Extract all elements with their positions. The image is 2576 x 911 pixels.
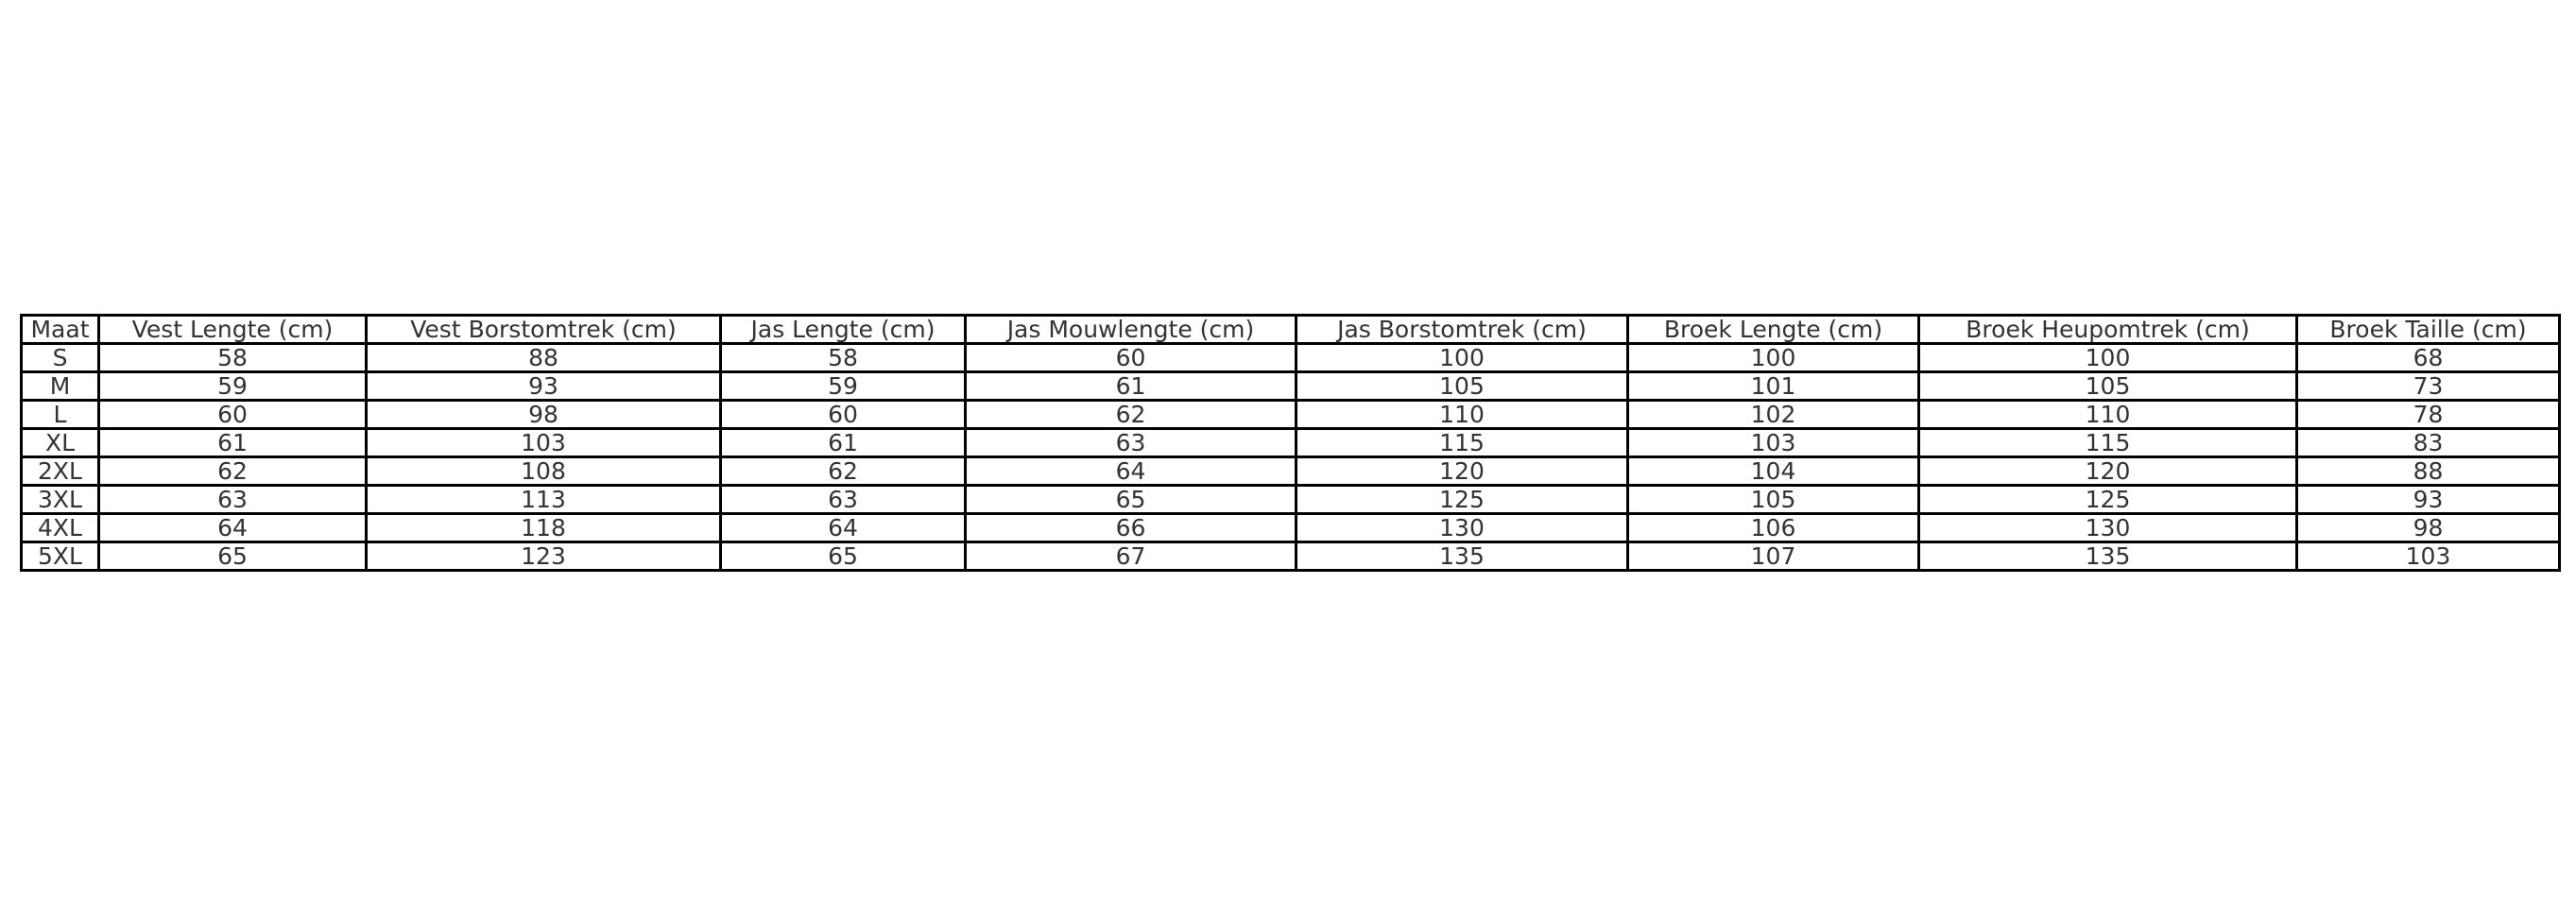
table-cell: 130 [1917,512,2298,543]
table-cell: 88 [365,342,722,373]
table-cell: 100 [1917,342,2298,373]
table-cell: 115 [1917,427,2298,458]
size-chart-table: Maat Vest Lengte (cm) Vest Borstomtrek (cm… [20,314,2561,572]
table-cell: 65 [719,541,967,572]
table-cell: 103 [365,427,722,458]
table-cell: 103 [2295,541,2561,572]
header-row: Maat Vest Lengte (cm) Vest Borstomtrek (cm… [20,314,2561,345]
table-cell: 103 [1626,427,1920,458]
table-cell: 61 [964,370,1297,402]
table-cell: 62 [964,399,1297,430]
table-cell: 110 [1295,399,1629,430]
table-cell: 83 [2295,427,2561,458]
table-row: 3XL 63 113 63 65 125 105 125 93 [20,484,2561,515]
table-cell: 135 [1917,541,2298,572]
table-cell: 105 [1295,370,1629,402]
table-cell: 123 [365,541,722,572]
table-cell: 67 [964,541,1297,572]
table-cell: 93 [365,370,722,402]
table-cell: 120 [1295,456,1629,487]
table-cell: 68 [2295,342,2561,373]
table-cell: 64 [719,512,967,543]
table-cell: 107 [1626,541,1920,572]
table-cell: 78 [2295,399,2561,430]
size-cell: 3XL [20,484,100,515]
table-cell: 58 [719,342,967,373]
column-header: Jas Mouwlengte (cm) [964,314,1297,345]
table-cell: 102 [1626,399,1920,430]
table-row: L 60 98 60 62 110 102 110 78 [20,399,2561,430]
table-cell: 60 [719,399,967,430]
table-row: 5XL 65 123 65 67 135 107 135 103 [20,541,2561,572]
table-cell: 115 [1295,427,1629,458]
table-cell: 64 [97,512,368,543]
table-row: S 58 88 58 60 100 100 100 68 [20,342,2561,373]
table-row: 2XL 62 108 62 64 120 104 120 88 [20,456,2561,487]
size-cell: S [20,342,100,373]
table-cell: 106 [1626,512,1920,543]
table-cell: 100 [1295,342,1629,373]
size-cell: 4XL [20,512,100,543]
table-cell: 110 [1917,399,2298,430]
size-cell: 5XL [20,541,100,572]
column-header: Broek Lengte (cm) [1626,314,1920,345]
table-cell: 63 [97,484,368,515]
table-cell: 120 [1917,456,2298,487]
table-cell: 88 [2295,456,2561,487]
table-cell: 62 [97,456,368,487]
table-cell: 61 [719,427,967,458]
column-header: Vest Borstomtrek (cm) [365,314,722,345]
table-cell: 105 [1917,370,2298,402]
table-cell: 59 [97,370,368,402]
table-row: M 59 93 59 61 105 101 105 73 [20,370,2561,402]
table-cell: 62 [719,456,967,487]
size-cell: L [20,399,100,430]
table-cell: 104 [1626,456,1920,487]
table-cell: 98 [365,399,722,430]
column-header: Vest Lengte (cm) [97,314,368,345]
column-header: Broek Taille (cm) [2295,314,2561,345]
table-cell: 108 [365,456,722,487]
table-cell: 61 [97,427,368,458]
table-cell: 64 [964,456,1297,487]
column-header: Broek Heupomtrek (cm) [1917,314,2298,345]
table-cell: 73 [2295,370,2561,402]
table-cell: 58 [97,342,368,373]
table-cell: 63 [964,427,1297,458]
table-cell: 100 [1626,342,1920,373]
table-row: 4XL 64 118 64 66 130 106 130 98 [20,512,2561,543]
column-header: Jas Lengte (cm) [719,314,967,345]
table-cell: 125 [1917,484,2298,515]
table-row: XL 61 103 61 63 115 103 115 83 [20,427,2561,458]
table-cell: 93 [2295,484,2561,515]
table-cell: 125 [1295,484,1629,515]
table-cell: 66 [964,512,1297,543]
table-cell: 118 [365,512,722,543]
size-cell: 2XL [20,456,100,487]
table-cell: 60 [964,342,1297,373]
table-cell: 60 [97,399,368,430]
table-cell: 105 [1626,484,1920,515]
table-cell: 63 [719,484,967,515]
column-header: Jas Borstomtrek (cm) [1295,314,1629,345]
column-header: Maat [20,314,100,345]
table-cell: 65 [97,541,368,572]
table-cell: 98 [2295,512,2561,543]
table-cell: 113 [365,484,722,515]
table-cell: 101 [1626,370,1920,402]
table-cell: 130 [1295,512,1629,543]
table-cell: 135 [1295,541,1629,572]
table-cell: 59 [719,370,967,402]
size-cell: M [20,370,100,402]
size-cell: XL [20,427,100,458]
table-cell: 65 [964,484,1297,515]
